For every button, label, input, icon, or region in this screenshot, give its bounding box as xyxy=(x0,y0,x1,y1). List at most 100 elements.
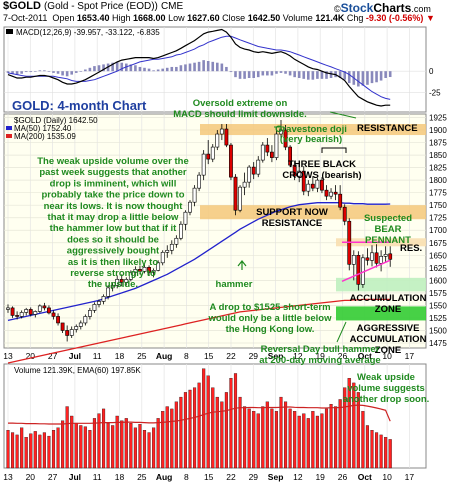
candle-body xyxy=(192,187,197,203)
candle-body xyxy=(174,237,179,245)
x-tick-label-price: 18 xyxy=(115,351,125,361)
volume-bar xyxy=(156,418,160,469)
macd-histogram-bar xyxy=(143,67,146,72)
annotation-chart-title: GOLD: 4-month Chart xyxy=(12,98,147,113)
candle-body xyxy=(47,307,51,314)
volume-bar xyxy=(102,408,106,469)
x-tick-label-price: 15 xyxy=(204,351,214,361)
candle-body xyxy=(356,255,361,285)
macd-histogram-bar xyxy=(288,71,292,76)
macd-histogram-bar xyxy=(56,71,60,74)
volume-bar xyxy=(15,434,19,469)
candle-body xyxy=(238,186,242,211)
x-tick-label-price: 10 xyxy=(382,351,392,361)
candle-body xyxy=(19,312,24,317)
macd-histogram-bar xyxy=(20,71,23,74)
candle-body xyxy=(101,296,106,302)
candle-body xyxy=(106,287,111,297)
candle-body xyxy=(10,307,15,316)
price-tick-label: 1675 xyxy=(429,239,447,248)
volume-bar xyxy=(361,411,365,469)
price-tick-label: 1925 xyxy=(429,114,447,123)
macd-histogram-bar xyxy=(115,61,119,72)
volume-bar xyxy=(142,430,147,469)
macd-histogram-bar xyxy=(284,71,287,74)
macd-histogram-bar xyxy=(275,71,278,74)
resistance-band xyxy=(200,124,426,136)
macd-line xyxy=(7,28,391,107)
volume-bar xyxy=(365,425,369,469)
annotation-weak-upside: Weak upside volume suggests another drop s… xyxy=(343,372,430,405)
volume-ema-line xyxy=(8,404,391,425)
macd-histogram-bar xyxy=(293,71,296,78)
x-tick-label-volume: 27 xyxy=(48,472,58,482)
macd-histogram-bar xyxy=(202,60,205,72)
candle-body xyxy=(124,279,129,283)
candle-body xyxy=(15,315,20,317)
candle-body xyxy=(333,191,338,195)
volume-bar xyxy=(297,415,301,469)
volume-bar xyxy=(265,401,269,469)
volume-bar xyxy=(106,422,110,469)
candle-body xyxy=(60,322,65,331)
price-tick-label: 1725 xyxy=(429,214,447,223)
candle-body xyxy=(88,310,92,317)
volume-bar xyxy=(38,434,42,469)
volume-bar xyxy=(65,406,69,469)
volume-bar xyxy=(42,432,46,469)
volume-bar xyxy=(238,396,242,469)
three-crows-bracket xyxy=(321,147,347,153)
macd-histogram-bar xyxy=(329,71,333,78)
volume-bar xyxy=(124,418,128,469)
candle-body xyxy=(183,211,188,225)
price-tick-label: 1825 xyxy=(429,164,447,173)
macd-histogram-bar xyxy=(375,71,378,83)
macd-histogram-bar xyxy=(325,71,328,79)
macd-histogram-bar xyxy=(84,69,87,72)
price-tick-label: 1575 xyxy=(429,289,447,298)
candle-body xyxy=(142,267,147,272)
volume-bar xyxy=(165,406,169,469)
volume-bar xyxy=(174,401,178,469)
annotation-hammer: hammer xyxy=(216,279,253,290)
x-tick-label-volume: 18 xyxy=(115,472,125,482)
macd-histogram-bar xyxy=(47,71,51,72)
volume-bar xyxy=(179,396,183,469)
price-tick-label: 1475 xyxy=(429,339,447,348)
ma200-legend-swatch xyxy=(6,134,12,138)
macd-histogram-bar xyxy=(338,71,342,78)
low-value: 1627.60 xyxy=(187,13,220,23)
macd-signal-line xyxy=(7,35,391,100)
volume-bar xyxy=(74,422,78,469)
volume-bar xyxy=(115,415,119,469)
candle-body xyxy=(301,170,306,192)
macd-histogram-bar xyxy=(156,69,160,72)
macd-histogram-bar xyxy=(343,71,346,80)
candle-body xyxy=(33,311,38,315)
macd-histogram-bar xyxy=(120,62,124,72)
volume-bar xyxy=(56,427,60,469)
ma200-legend-text: MA(200) 1535.09 xyxy=(14,132,76,141)
candle-body xyxy=(110,285,115,289)
candle-body xyxy=(119,279,124,283)
candle-body xyxy=(219,128,224,135)
macd-tick-label: -25 xyxy=(429,88,441,97)
macd-histogram-bar xyxy=(175,66,178,72)
candle-body xyxy=(179,223,183,239)
x-tick-label-price: 25 xyxy=(137,351,147,361)
macd-histogram-bar xyxy=(384,71,387,78)
candle-body xyxy=(42,305,47,309)
x-tick-label-price: 11 xyxy=(93,351,102,361)
volume-bar xyxy=(256,413,260,469)
quote-line: 7-Oct-2011 Open 1653.40 High 1668.00 Low… xyxy=(3,13,435,23)
ma200-line xyxy=(7,298,391,364)
x-tick-label-volume: 15 xyxy=(204,472,214,482)
candle-body xyxy=(365,257,370,261)
volume-bar xyxy=(138,424,142,469)
x-tick-label-volume: 19 xyxy=(315,472,325,482)
macd-tick-label: 0 xyxy=(429,67,434,76)
macd-histogram-bar xyxy=(29,71,33,73)
volume-bar xyxy=(192,387,197,469)
volume-legend-text: Volume 121.39K, EMA(60) 197.85K xyxy=(14,366,141,375)
macd-histogram-bar xyxy=(188,63,192,72)
